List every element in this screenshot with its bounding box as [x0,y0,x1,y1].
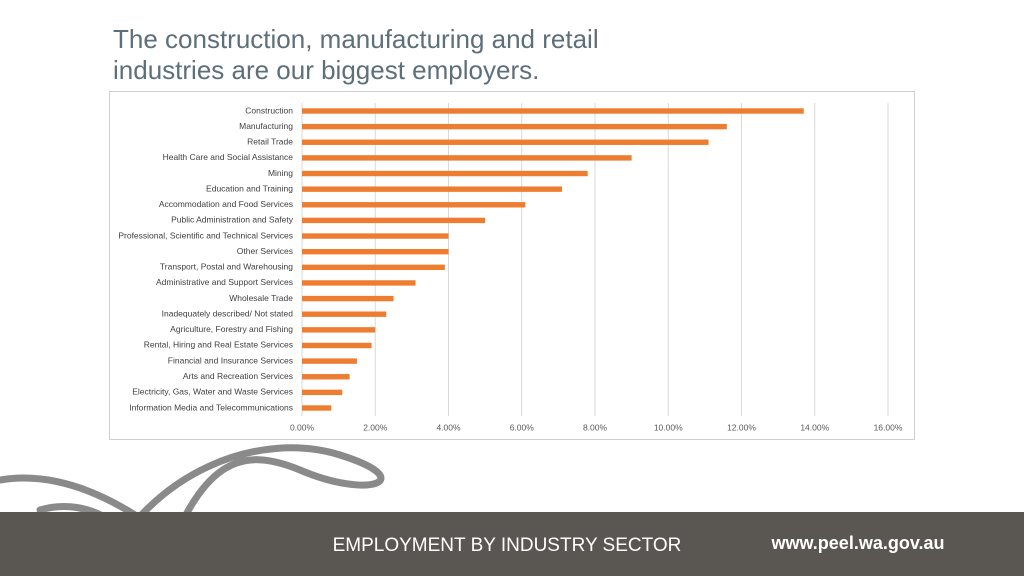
y-tick-label: Construction [245,105,293,115]
bar [302,155,632,161]
footer-title: EMPLOYMENT BY INDUSTRY SECTOR [333,535,682,556]
bar [302,374,350,380]
y-tick-label: Administrative and Support Services [156,277,293,287]
y-tick-label: Other Services [237,246,293,256]
bar [302,248,449,255]
bar [302,170,588,177]
bar [302,405,332,411]
bar [302,311,387,317]
y-tick-label: Health Care and Social Assistance [163,152,294,162]
x-tick-label: 10.00% [654,422,683,432]
bar [302,389,343,396]
bar [302,108,804,114]
footer-band [0,512,1024,576]
x-tick-label: 8.00% [583,422,608,432]
y-tick-label: Manufacturing [239,121,293,131]
bar [302,358,357,364]
x-tick-label: 4.00% [436,422,461,432]
bar [302,202,526,208]
y-tick-label: Retail Trade [247,137,293,147]
bar [302,139,709,145]
bar [302,264,445,271]
chart-frame [109,91,915,440]
y-tick-label: Public Administration and Safety [171,215,294,225]
y-tick-label: Wholesale Trade [229,293,293,303]
x-tick-label: 2.00% [363,422,388,432]
bar [302,280,416,286]
slide-title: The construction, manufacturing and reta… [113,24,599,85]
y-tick-label: Professional, Scientific and Technical S… [118,230,293,240]
bar [302,295,394,302]
bar [302,342,372,349]
y-tick-label: Financial and Insurance Services [168,355,293,365]
x-tick-label: 12.00% [727,422,756,432]
footer-url: www.peel.wa.gov.au [770,533,944,553]
x-tick-label: 6.00% [510,422,535,432]
y-tick-label: Transport, Postal and Warehousing [160,262,293,272]
x-tick-label: 14.00% [800,422,829,432]
bar [302,217,486,224]
y-tick-label: Information Media and Telecommunications [129,402,293,412]
y-tick-label: Education and Training [206,183,293,193]
y-tick-label: Accommodation and Food Services [159,199,293,209]
x-tick-label: 16.00% [874,422,903,432]
bar [302,327,376,333]
y-tick-label: Mining [268,168,293,178]
bar [302,186,563,192]
y-tick-label: Arts and Recreation Services [183,371,293,381]
bar [302,233,449,239]
y-tick-label: Rental, Hiring and Real Estate Services [144,340,293,350]
y-tick-label: Agriculture, Forestry and Fishing [170,324,293,334]
x-tick-label: 0.00% [290,422,315,432]
bar [302,123,727,130]
y-tick-label: Electricity, Gas, Water and Waste Servic… [132,387,293,397]
y-tick-label: Inadequately described/ Not stated [162,308,294,318]
